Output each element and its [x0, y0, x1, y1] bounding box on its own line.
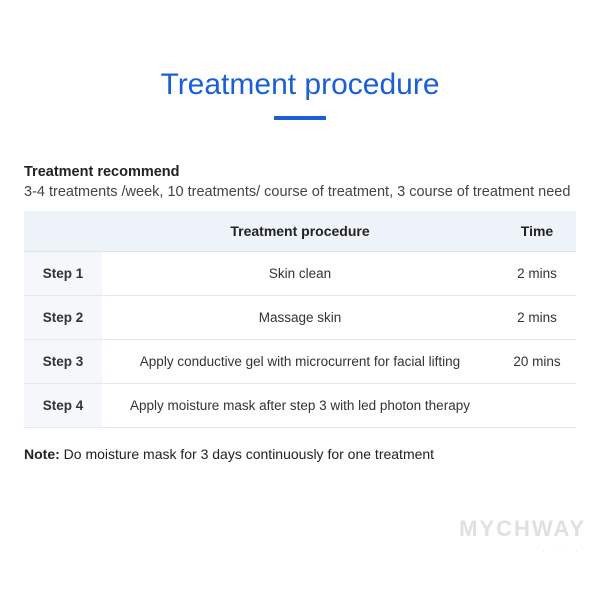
cell-step: Step 4 [24, 384, 102, 428]
table-row: Step 1 Skin clean 2 mins [24, 252, 576, 296]
cell-procedure: Apply conductive gel with microcurrent f… [102, 340, 498, 384]
recommend-label: Treatment recommend [24, 164, 576, 180]
cell-time: 2 mins [498, 296, 576, 340]
watermark-sub: ···· [542, 546, 586, 556]
col-header-time: Time [498, 211, 576, 252]
cell-step: Step 1 [24, 252, 102, 296]
table-header-row: Treatment procedure Time [24, 211, 576, 252]
col-header-step [24, 211, 102, 252]
col-header-procedure: Treatment procedure [102, 211, 498, 252]
table-row: Step 2 Massage skin 2 mins [24, 296, 576, 340]
cell-procedure: Massage skin [102, 296, 498, 340]
content-area: Treatment recommend 3-4 treatments /week… [0, 120, 600, 462]
cell-time: 20 mins [498, 340, 576, 384]
treatment-table: Treatment procedure Time Step 1 Skin cle… [24, 211, 576, 428]
watermark-main: MYCHWAY [459, 516, 586, 542]
cell-procedure: Apply moisture mask after step 3 with le… [102, 384, 498, 428]
note-text: Do moisture mask for 3 days continuously… [60, 446, 434, 462]
cell-step: Step 3 [24, 340, 102, 384]
cell-procedure: Skin clean [102, 252, 498, 296]
recommend-text: 3-4 treatments /week, 10 treatments/ cou… [24, 182, 576, 203]
cell-time: 2 mins [498, 252, 576, 296]
cell-time [498, 384, 576, 428]
note-row: Note: Do moisture mask for 3 days contin… [24, 446, 576, 462]
table-row: Step 4 Apply moisture mask after step 3 … [24, 384, 576, 428]
cell-step: Step 2 [24, 296, 102, 340]
table-row: Step 3 Apply conductive gel with microcu… [24, 340, 576, 384]
page-title: Treatment procedure [0, 0, 600, 102]
note-label: Note: [24, 446, 60, 462]
